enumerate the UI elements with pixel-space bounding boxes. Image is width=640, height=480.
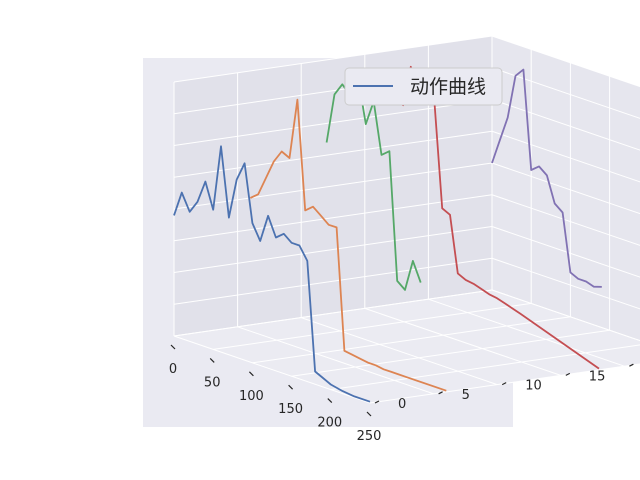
x-tick-label: 100	[239, 389, 264, 404]
grid-line	[491, 289, 640, 342]
y-tick-label: 15	[589, 369, 606, 384]
grid-line	[213, 302, 532, 350]
series-line-2	[249, 98, 447, 392]
grid-line	[491, 35, 640, 88]
x-tick-label: 200	[317, 416, 342, 431]
grid-line	[173, 194, 493, 242]
y-tick-mark	[501, 382, 507, 386]
x-tick-label: 50	[204, 375, 221, 390]
grid-line	[491, 99, 640, 151]
grid-line	[173, 335, 371, 404]
grid-line	[491, 257, 640, 310]
y-tick-mark	[374, 400, 380, 404]
x-tick-mark	[248, 371, 254, 377]
pane-floor	[174, 290, 640, 403]
y-tick-label: 0	[398, 397, 406, 412]
grid-line	[369, 363, 640, 404]
grid-line	[491, 194, 640, 246]
grid-line	[491, 130, 640, 183]
x-tick-mark	[288, 384, 294, 390]
grid-line	[173, 226, 493, 273]
x-tick-label: 250	[357, 429, 382, 444]
series-line-5	[491, 68, 602, 288]
x-tick-mark	[366, 411, 372, 417]
grid-line	[428, 298, 625, 367]
series-line-1	[173, 145, 371, 403]
grid-line	[364, 307, 561, 376]
y-tick-mark	[629, 363, 634, 367]
grid-lines	[173, 35, 640, 404]
legend-label: 动作曲线	[410, 76, 486, 98]
grid-line	[491, 226, 640, 278]
y-tick-label: 5	[462, 388, 470, 403]
grid-line	[291, 329, 610, 377]
x-tick-mark	[170, 344, 176, 350]
legend[interactable]: 动作曲线	[344, 67, 503, 106]
x-tick-mark	[327, 398, 333, 404]
grid-line	[173, 35, 493, 83]
grid-line	[237, 326, 434, 395]
grid-line	[173, 130, 493, 178]
legend-box	[344, 67, 503, 106]
grid-line	[252, 316, 571, 364]
grid-line	[330, 344, 640, 391]
x-tick-label: 0	[169, 362, 177, 377]
y-tick-label: 10	[525, 379, 542, 394]
y-tick-mark	[565, 372, 571, 376]
grid-line	[301, 317, 498, 386]
grid-line	[173, 257, 493, 305]
grid-line	[173, 289, 493, 337]
axis-ticks: 05010015020025005101520251.000.750.500.2…	[169, 344, 634, 444]
grid-line	[491, 162, 640, 215]
grid-line	[173, 99, 493, 146]
y-tick-mark	[438, 391, 443, 395]
x-tick-label: 150	[278, 402, 303, 417]
x-tick-mark	[209, 357, 215, 363]
